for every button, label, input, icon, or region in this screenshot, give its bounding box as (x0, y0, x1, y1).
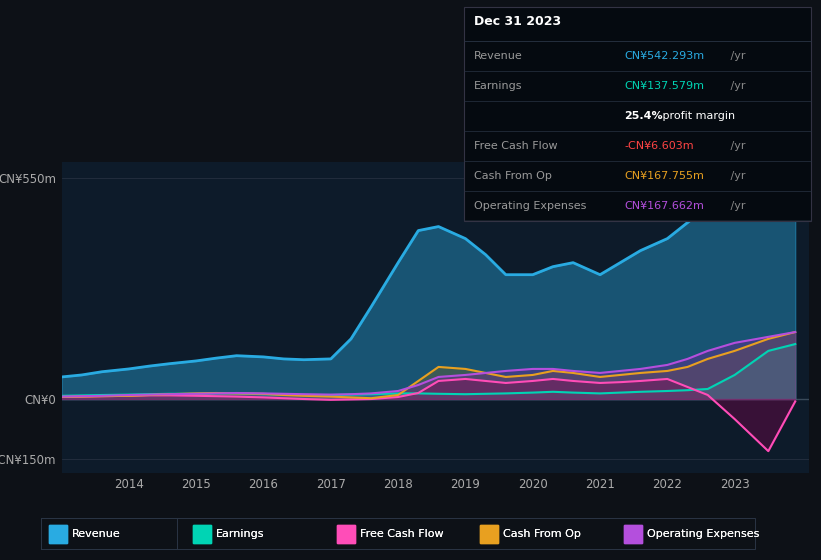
Text: CN¥137.579m: CN¥137.579m (624, 81, 704, 91)
Text: Earnings: Earnings (216, 529, 264, 539)
Text: /yr: /yr (727, 171, 745, 181)
Text: Operating Expenses: Operating Expenses (647, 529, 759, 539)
Text: Cash From Op: Cash From Op (503, 529, 581, 539)
Text: /yr: /yr (727, 81, 745, 91)
Text: Revenue: Revenue (474, 52, 522, 62)
Text: Earnings: Earnings (216, 529, 264, 539)
Text: CN¥542.293m: CN¥542.293m (624, 52, 704, 62)
Text: Free Cash Flow: Free Cash Flow (360, 529, 443, 539)
Text: CN¥167.755m: CN¥167.755m (624, 171, 704, 181)
Text: Dec 31 2023: Dec 31 2023 (474, 15, 561, 28)
Text: Cash From Op: Cash From Op (474, 171, 552, 181)
Text: /yr: /yr (727, 201, 745, 211)
Text: Free Cash Flow: Free Cash Flow (474, 141, 557, 151)
Text: /yr: /yr (727, 52, 745, 62)
Text: Free Cash Flow: Free Cash Flow (360, 529, 443, 539)
Text: profit margin: profit margin (659, 111, 736, 122)
Text: Revenue: Revenue (72, 529, 121, 539)
Text: CN¥167.662m: CN¥167.662m (624, 201, 704, 211)
Text: Revenue: Revenue (72, 529, 121, 539)
Text: 25.4%: 25.4% (624, 111, 663, 122)
Text: Operating Expenses: Operating Expenses (647, 529, 759, 539)
Text: Cash From Op: Cash From Op (503, 529, 581, 539)
Text: Earnings: Earnings (474, 81, 522, 91)
Text: /yr: /yr (727, 141, 745, 151)
Text: Operating Expenses: Operating Expenses (474, 201, 586, 211)
Text: -CN¥6.603m: -CN¥6.603m (624, 141, 694, 151)
